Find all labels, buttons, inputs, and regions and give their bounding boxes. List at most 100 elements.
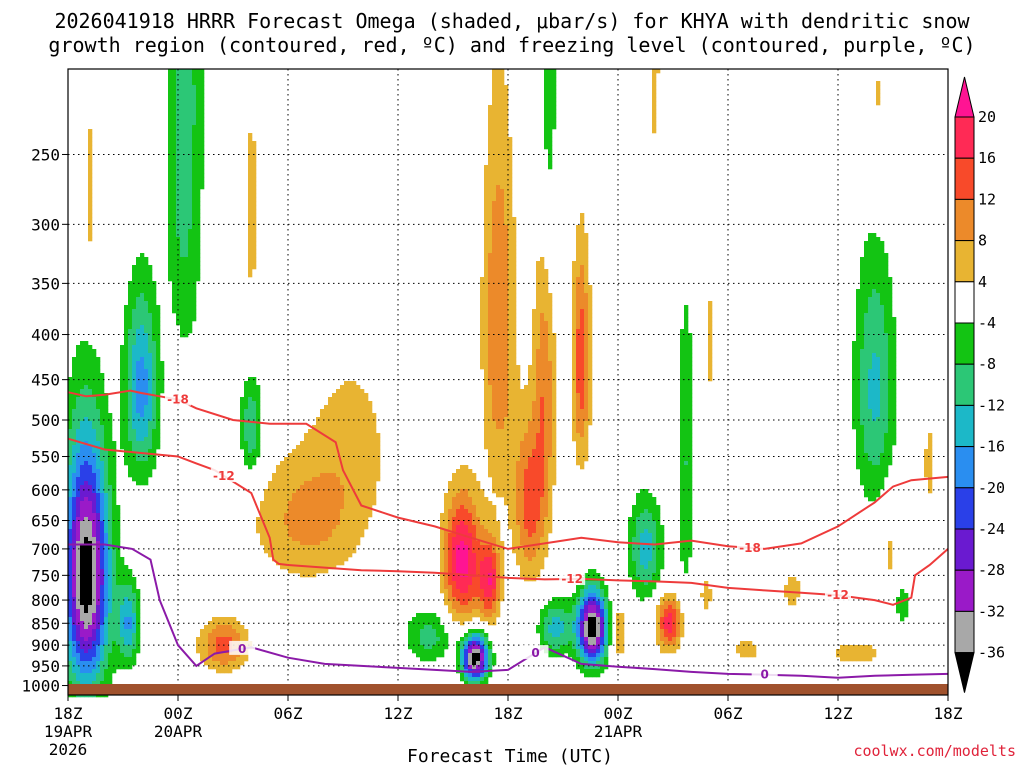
omega-cell [504,93,509,98]
omega-cell [136,389,141,394]
omega-cell [108,521,113,526]
omega-cell [508,377,513,382]
omega-cell [492,73,497,78]
omega-cell [504,185,509,190]
omega-cell [324,445,329,450]
omega-cell [176,225,181,230]
omega-cell [508,277,513,282]
omega-cell [484,337,489,342]
omega-cell [124,353,129,358]
omega-cell [148,405,153,410]
omega-cell [72,449,77,454]
omega-cell [116,597,121,602]
omega-cell [72,521,77,526]
omega-cell [356,453,361,458]
omega-cell [68,665,73,670]
omega-cell [268,533,273,538]
omega-cell [192,173,197,178]
omega-cell [488,417,493,422]
omega-cell [504,341,509,346]
omega-cell [508,165,513,170]
omega-cell [80,657,85,662]
omega-cell [172,217,177,222]
omega-cell [136,353,141,358]
omega-cell [88,597,93,602]
omega-cell [464,593,469,598]
omega-cell [96,485,101,490]
omega-cell [252,141,257,146]
omega-cell [128,409,133,414]
omega-cell [484,265,489,270]
omega-cell [284,473,289,478]
omega-cell [480,337,485,342]
omega-cell [92,433,97,438]
omega-cell [268,553,273,558]
omega-cell [328,417,333,422]
omega-cell [292,469,297,474]
omega-cell [324,421,329,426]
omega-cell [144,297,149,302]
omega-cell [492,361,497,366]
omega-cell [88,381,93,386]
omega-cell [248,229,253,234]
omega-cell [492,521,497,526]
omega-cell [140,341,145,346]
omega-cell [104,681,109,686]
omega-cell [88,473,93,478]
omega-cell [216,649,221,654]
omega-cell [168,261,173,266]
omega-cell [452,585,457,590]
omega-cell [304,485,309,490]
omega-cell [156,369,161,374]
omega-cell [296,481,301,486]
omega-cell [488,185,493,190]
omega-cell [72,673,77,678]
omega-cell [508,461,513,466]
omega-cell [356,429,361,434]
omega-cell [292,457,297,462]
omega-cell [92,601,97,606]
omega-cell [300,537,305,542]
omega-cell [180,201,185,206]
omega-cell [492,157,497,162]
omega-cell [496,165,501,170]
omega-cell [308,569,313,574]
omega-cell [496,249,501,254]
omega-cell [276,469,281,474]
omega-cell [180,257,185,262]
omega-cell [496,413,501,418]
omega-cell [480,649,485,654]
omega-cell [496,193,501,198]
omega-cell [136,289,141,294]
omega-cell [508,337,513,342]
omega-cell [480,569,485,574]
omega-cell [92,437,97,442]
omega-cell [464,553,469,558]
omega-cell [132,409,137,414]
omega-cell [236,625,241,630]
omega-cell [268,549,273,554]
omega-cell [152,381,157,386]
omega-cell [168,221,173,226]
omega-cell [88,641,93,646]
omega-cell [416,617,421,622]
omega-cell [488,313,493,318]
omega-cell [276,501,281,506]
omega-cell [104,473,109,478]
omega-cell [464,653,469,658]
omega-cell [80,453,85,458]
omega-cell [80,525,85,530]
omega-cell [368,485,373,490]
omega-cell [172,89,177,94]
omega-cell [512,253,517,258]
omega-cell [248,241,253,246]
omega-cell [80,381,85,386]
omega-cell [492,305,497,310]
omega-cell [180,89,185,94]
omega-cell [272,521,277,526]
omega-cell [500,393,505,398]
omega-cell [504,453,509,458]
omega-cell [144,449,149,454]
omega-cell [344,401,349,406]
omega-cell [196,205,201,210]
